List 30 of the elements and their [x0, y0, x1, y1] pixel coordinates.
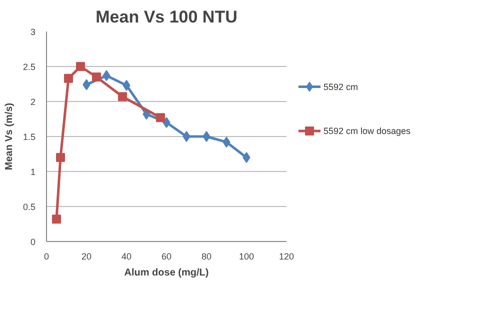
point [76, 62, 85, 71]
x-tick-label: 40 [121, 252, 132, 262]
y-tick-label: 1 [30, 167, 36, 177]
y-tick-label: 0 [30, 237, 36, 247]
point [182, 131, 190, 142]
x-axis-title: Alum dose (mg/L) [124, 268, 209, 278]
y-tick-label: 0.5 [22, 202, 36, 212]
y-axis-title: Mean Vs (m/s) [4, 102, 15, 170]
y-tick-label: 3 [30, 27, 36, 37]
point [56, 153, 65, 162]
y-tick-label: 2.5 [22, 62, 36, 72]
x-tick-label: 60 [161, 252, 172, 262]
point [118, 92, 127, 102]
point [64, 74, 73, 83]
point [162, 117, 170, 128]
chart-title: Mean Vs 100 NTU [96, 8, 238, 26]
y-tick-label: 1.5 [22, 132, 36, 142]
x-tick-label: 0 [44, 252, 50, 262]
point [52, 214, 61, 224]
y-tick-label: 2 [30, 97, 36, 107]
point [202, 131, 210, 142]
point [242, 152, 250, 163]
x-tick-label: 80 [201, 252, 212, 262]
legend-label: 5592 cm low dosages [324, 126, 412, 136]
legend-label: 5592 cm [324, 82, 358, 92]
x-tick-label: 100 [238, 252, 254, 262]
point [156, 113, 165, 122]
point [92, 72, 101, 82]
x-tick-label: 120 [278, 252, 294, 262]
x-tick-label: 20 [81, 252, 92, 262]
